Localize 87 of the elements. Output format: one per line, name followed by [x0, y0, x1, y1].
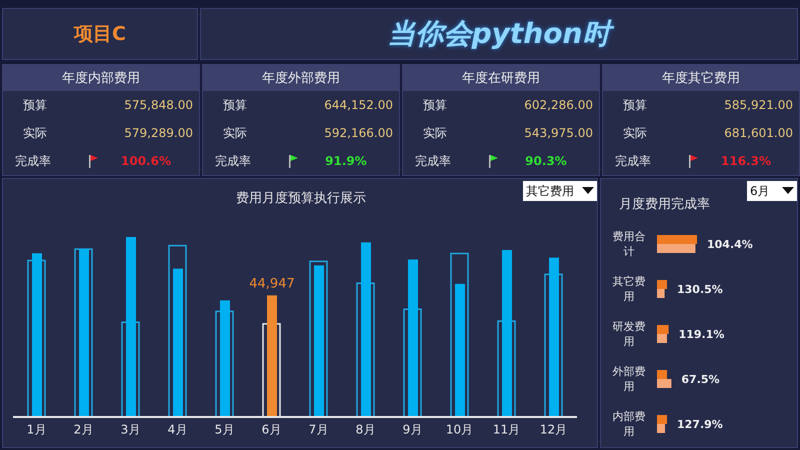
text: 91.9% — [324, 154, 368, 168]
x-tick-label: 5月 — [214, 422, 234, 437]
text: 681,601.00 — [723, 126, 793, 140]
bar — [657, 325, 669, 334]
x-tick-label: 9月 — [402, 422, 422, 437]
bar — [408, 259, 418, 417]
bar — [356, 282, 375, 417]
y-tick-label: 其它费用 — [612, 275, 646, 303]
annotation: 119.1% — [678, 328, 724, 341]
text: 年度内部费用 — [3, 65, 199, 91]
text: 579,289.00 — [123, 126, 193, 140]
dropdown: 6月 — [747, 181, 797, 201]
bar — [121, 322, 140, 417]
text: 575,848.00 — [123, 98, 193, 112]
bar — [657, 370, 667, 379]
bar — [657, 379, 672, 388]
text: 完成率 — [414, 152, 452, 170]
x-tick-label: 1月 — [26, 422, 46, 437]
text: 实际 — [222, 124, 248, 142]
data-label: 44,947 — [249, 276, 295, 292]
bar — [450, 252, 469, 417]
x-tick-label: 7月 — [308, 422, 328, 437]
annotation: 127.9% — [677, 418, 723, 431]
bar — [544, 274, 563, 417]
bar — [657, 235, 697, 244]
dropdown: 其它费用 — [523, 181, 597, 201]
x-tick-label: 8月 — [356, 422, 376, 437]
text: 592,166.00 — [323, 126, 393, 140]
x-tick-label: 6月 — [262, 422, 282, 437]
x-tick-label: 11月 — [492, 422, 520, 437]
text: 预算 — [222, 96, 248, 114]
text: 543,975.00 — [523, 126, 593, 140]
bar — [657, 415, 667, 424]
bar — [657, 244, 696, 253]
text: 实际 — [422, 124, 448, 142]
bar — [32, 253, 42, 417]
bar — [220, 300, 230, 417]
bar — [74, 248, 93, 417]
x-tick-label: 3月 — [120, 422, 140, 437]
bar — [403, 308, 422, 417]
bar — [309, 260, 328, 417]
bar — [27, 260, 46, 417]
text: 完成率 — [14, 152, 52, 170]
bar — [657, 289, 665, 298]
annotation: 130.5% — [677, 283, 723, 296]
text: 116.3% — [720, 154, 772, 168]
bar — [549, 258, 559, 417]
text: 90.3% — [524, 154, 568, 168]
text: 年度外部费用 — [203, 65, 399, 91]
y-tick-label: 外部费用 — [612, 365, 646, 393]
text: 644,152.00 — [323, 98, 393, 112]
text: 100.6% — [120, 154, 172, 168]
bar — [361, 242, 371, 417]
bar — [455, 284, 465, 417]
text: 年度其它费用 — [603, 65, 799, 91]
text: 实际 — [22, 124, 48, 142]
text: 预算 — [22, 96, 48, 114]
bar — [497, 320, 516, 417]
bar — [657, 334, 667, 343]
bar — [173, 268, 183, 417]
bar — [126, 237, 136, 417]
bar — [502, 250, 512, 417]
text: 预算 — [422, 96, 448, 114]
y-tick-label: 研发费用 — [612, 320, 646, 348]
bar — [168, 244, 187, 417]
bar — [657, 280, 667, 289]
bar — [215, 310, 234, 417]
bar — [267, 295, 277, 417]
text: 完成率 — [214, 152, 252, 170]
y-tick-label: 内部费用 — [612, 410, 646, 438]
x-tick-label: 2月 — [74, 422, 94, 437]
x-tick-label: 4月 — [168, 422, 188, 437]
bar — [657, 424, 665, 433]
text: 602,286.00 — [523, 98, 593, 112]
x-tick-label: 10月 — [446, 422, 474, 437]
y-tick-label: 费用合计 — [612, 230, 646, 258]
x-tick-label: 12月 — [540, 422, 568, 437]
chart-title: 月度费用完成率 — [619, 196, 710, 213]
text: 585,921.00 — [723, 98, 793, 112]
text: 104.4% — [707, 238, 753, 251]
text: 实际 — [622, 124, 648, 142]
annotation: 67.5% — [681, 373, 720, 386]
text: 项目C — [74, 22, 126, 47]
text: 预算 — [622, 96, 648, 114]
chart-title: 费用月度预算执行展示 — [236, 191, 366, 206]
text: 年度在研费用 — [403, 65, 599, 91]
text: 完成率 — [614, 152, 652, 170]
